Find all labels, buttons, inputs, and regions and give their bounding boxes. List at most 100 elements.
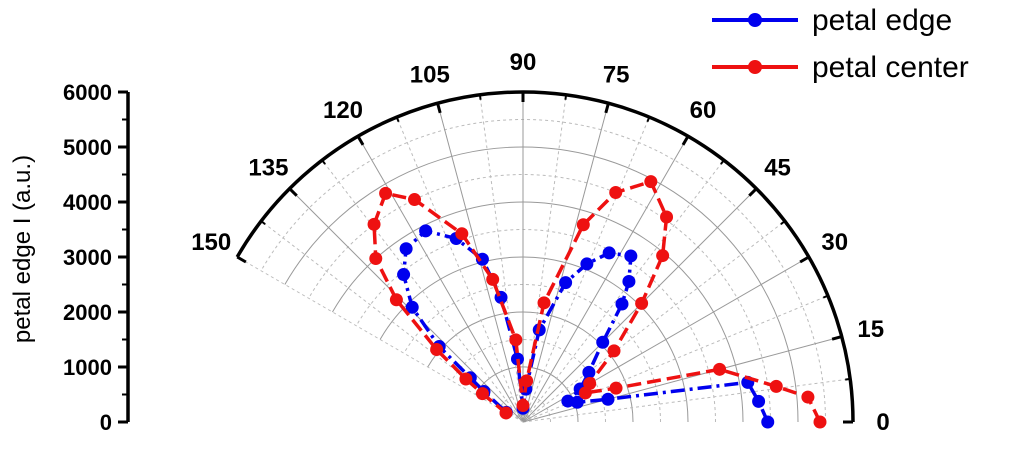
angular-gridline: [357, 135, 524, 423]
data-point: [509, 333, 523, 347]
data-point: [713, 362, 727, 376]
data-point: [408, 193, 422, 207]
data-point: [459, 372, 473, 386]
polar-axes: [118, 90, 855, 424]
minor-radial-gridline: [260, 118, 826, 423]
angular-boundary: [236, 256, 524, 423]
minor-radial-gridline: [403, 284, 661, 423]
data-point: [499, 406, 513, 420]
legend-label: petal edge: [812, 4, 952, 37]
angle-tick: [681, 135, 690, 146]
data-point: [389, 293, 403, 307]
angle-tick: [436, 102, 442, 114]
angle-tick: [288, 187, 298, 197]
data-point: [601, 392, 615, 406]
minor-angular-gridline: [522, 159, 725, 423]
data-point: [520, 374, 534, 388]
legend-swatch-marker: [748, 60, 762, 74]
radial-tick-label: 6000: [63, 80, 112, 105]
angle-tick: [356, 135, 365, 146]
angle-tick-label: 30: [821, 229, 848, 256]
data-point: [609, 186, 623, 200]
series-layer: [367, 175, 827, 429]
labels-layer: 0 15 30 45 60 75 90 105 120 135 150 0 1000 2000 3000 40…: [9, 49, 890, 436]
minor-angular-gridline: [479, 94, 524, 423]
angle-tick: [720, 159, 725, 165]
data-point: [583, 377, 597, 390]
minor-angular-gridline: [522, 378, 851, 423]
angle-tick-label: 60: [690, 97, 717, 124]
legend-entry: petal center: [712, 51, 969, 84]
angle-tick: [260, 220, 266, 225]
angle-tick: [799, 255, 810, 264]
angular-gridline: [522, 135, 689, 423]
data-point: [419, 224, 433, 238]
minor-angular-gridline: [321, 159, 524, 423]
angle-tick-label: 150: [191, 229, 231, 256]
angle-tick: [822, 294, 829, 299]
angle-tick-label: 90: [510, 49, 537, 76]
data-point: [559, 276, 573, 290]
angle-tick-label: 45: [764, 154, 791, 181]
data-point: [475, 387, 489, 401]
data-point: [430, 343, 444, 357]
data-point: [656, 249, 670, 263]
data-point: [379, 186, 393, 200]
data-point: [537, 296, 551, 310]
angle-tick: [604, 102, 610, 114]
series-petal-center: [367, 175, 827, 429]
data-point: [761, 415, 775, 429]
angle-tick: [236, 255, 247, 264]
data-point: [615, 297, 629, 311]
data-point: [609, 381, 623, 395]
angle-tick: [845, 377, 851, 381]
radial-tick-label: 4000: [63, 190, 112, 215]
data-point: [635, 296, 649, 310]
data-point: [596, 335, 610, 349]
minor-radial-gridline: [498, 394, 551, 423]
data-point: [455, 227, 469, 241]
legend-entry: petal edge: [712, 4, 952, 37]
radial-tick-label: 2000: [63, 300, 112, 325]
minor-angular-gridline: [522, 220, 786, 423]
outer-arc: [235, 90, 855, 423]
angle-tick: [395, 116, 400, 123]
data-point: [397, 268, 411, 282]
data-point: [576, 218, 590, 232]
data-point: [813, 415, 827, 429]
angle-tick: [564, 94, 568, 100]
angle-tick-label: 120: [323, 97, 363, 124]
data-point: [752, 394, 766, 408]
radial-tick-label: 3000: [63, 245, 112, 270]
data-point: [622, 274, 636, 288]
data-point: [369, 252, 383, 266]
data-point: [769, 379, 783, 393]
data-point: [516, 399, 530, 412]
y-axis-title: petal edge I (a.u.): [9, 155, 36, 343]
angle-tick: [478, 94, 482, 100]
data-point: [405, 300, 419, 314]
radial-tick-label: 0: [100, 410, 112, 435]
data-point: [399, 242, 413, 256]
data-point: [660, 210, 674, 224]
radial-tick-label: 5000: [63, 135, 112, 160]
legend-swatch-marker: [748, 13, 762, 27]
angle-tick: [780, 220, 786, 225]
angle-tick-label: 75: [603, 61, 630, 88]
angle-tick-label: 135: [248, 154, 288, 181]
angle-tick-label: 15: [857, 316, 884, 343]
data-point: [580, 257, 594, 271]
data-point: [561, 394, 575, 408]
data-point: [602, 246, 616, 260]
legend-label: petal center: [812, 51, 969, 84]
radial-tick-label: 1000: [63, 355, 112, 380]
data-point: [607, 344, 621, 358]
legend: petal edge petal center: [712, 4, 969, 84]
angle-tick: [646, 116, 651, 123]
angular-gridline: [522, 336, 842, 423]
data-point: [367, 217, 381, 231]
data-point: [582, 365, 596, 379]
angular-gridline: [522, 103, 609, 423]
angle-tick: [831, 335, 843, 341]
